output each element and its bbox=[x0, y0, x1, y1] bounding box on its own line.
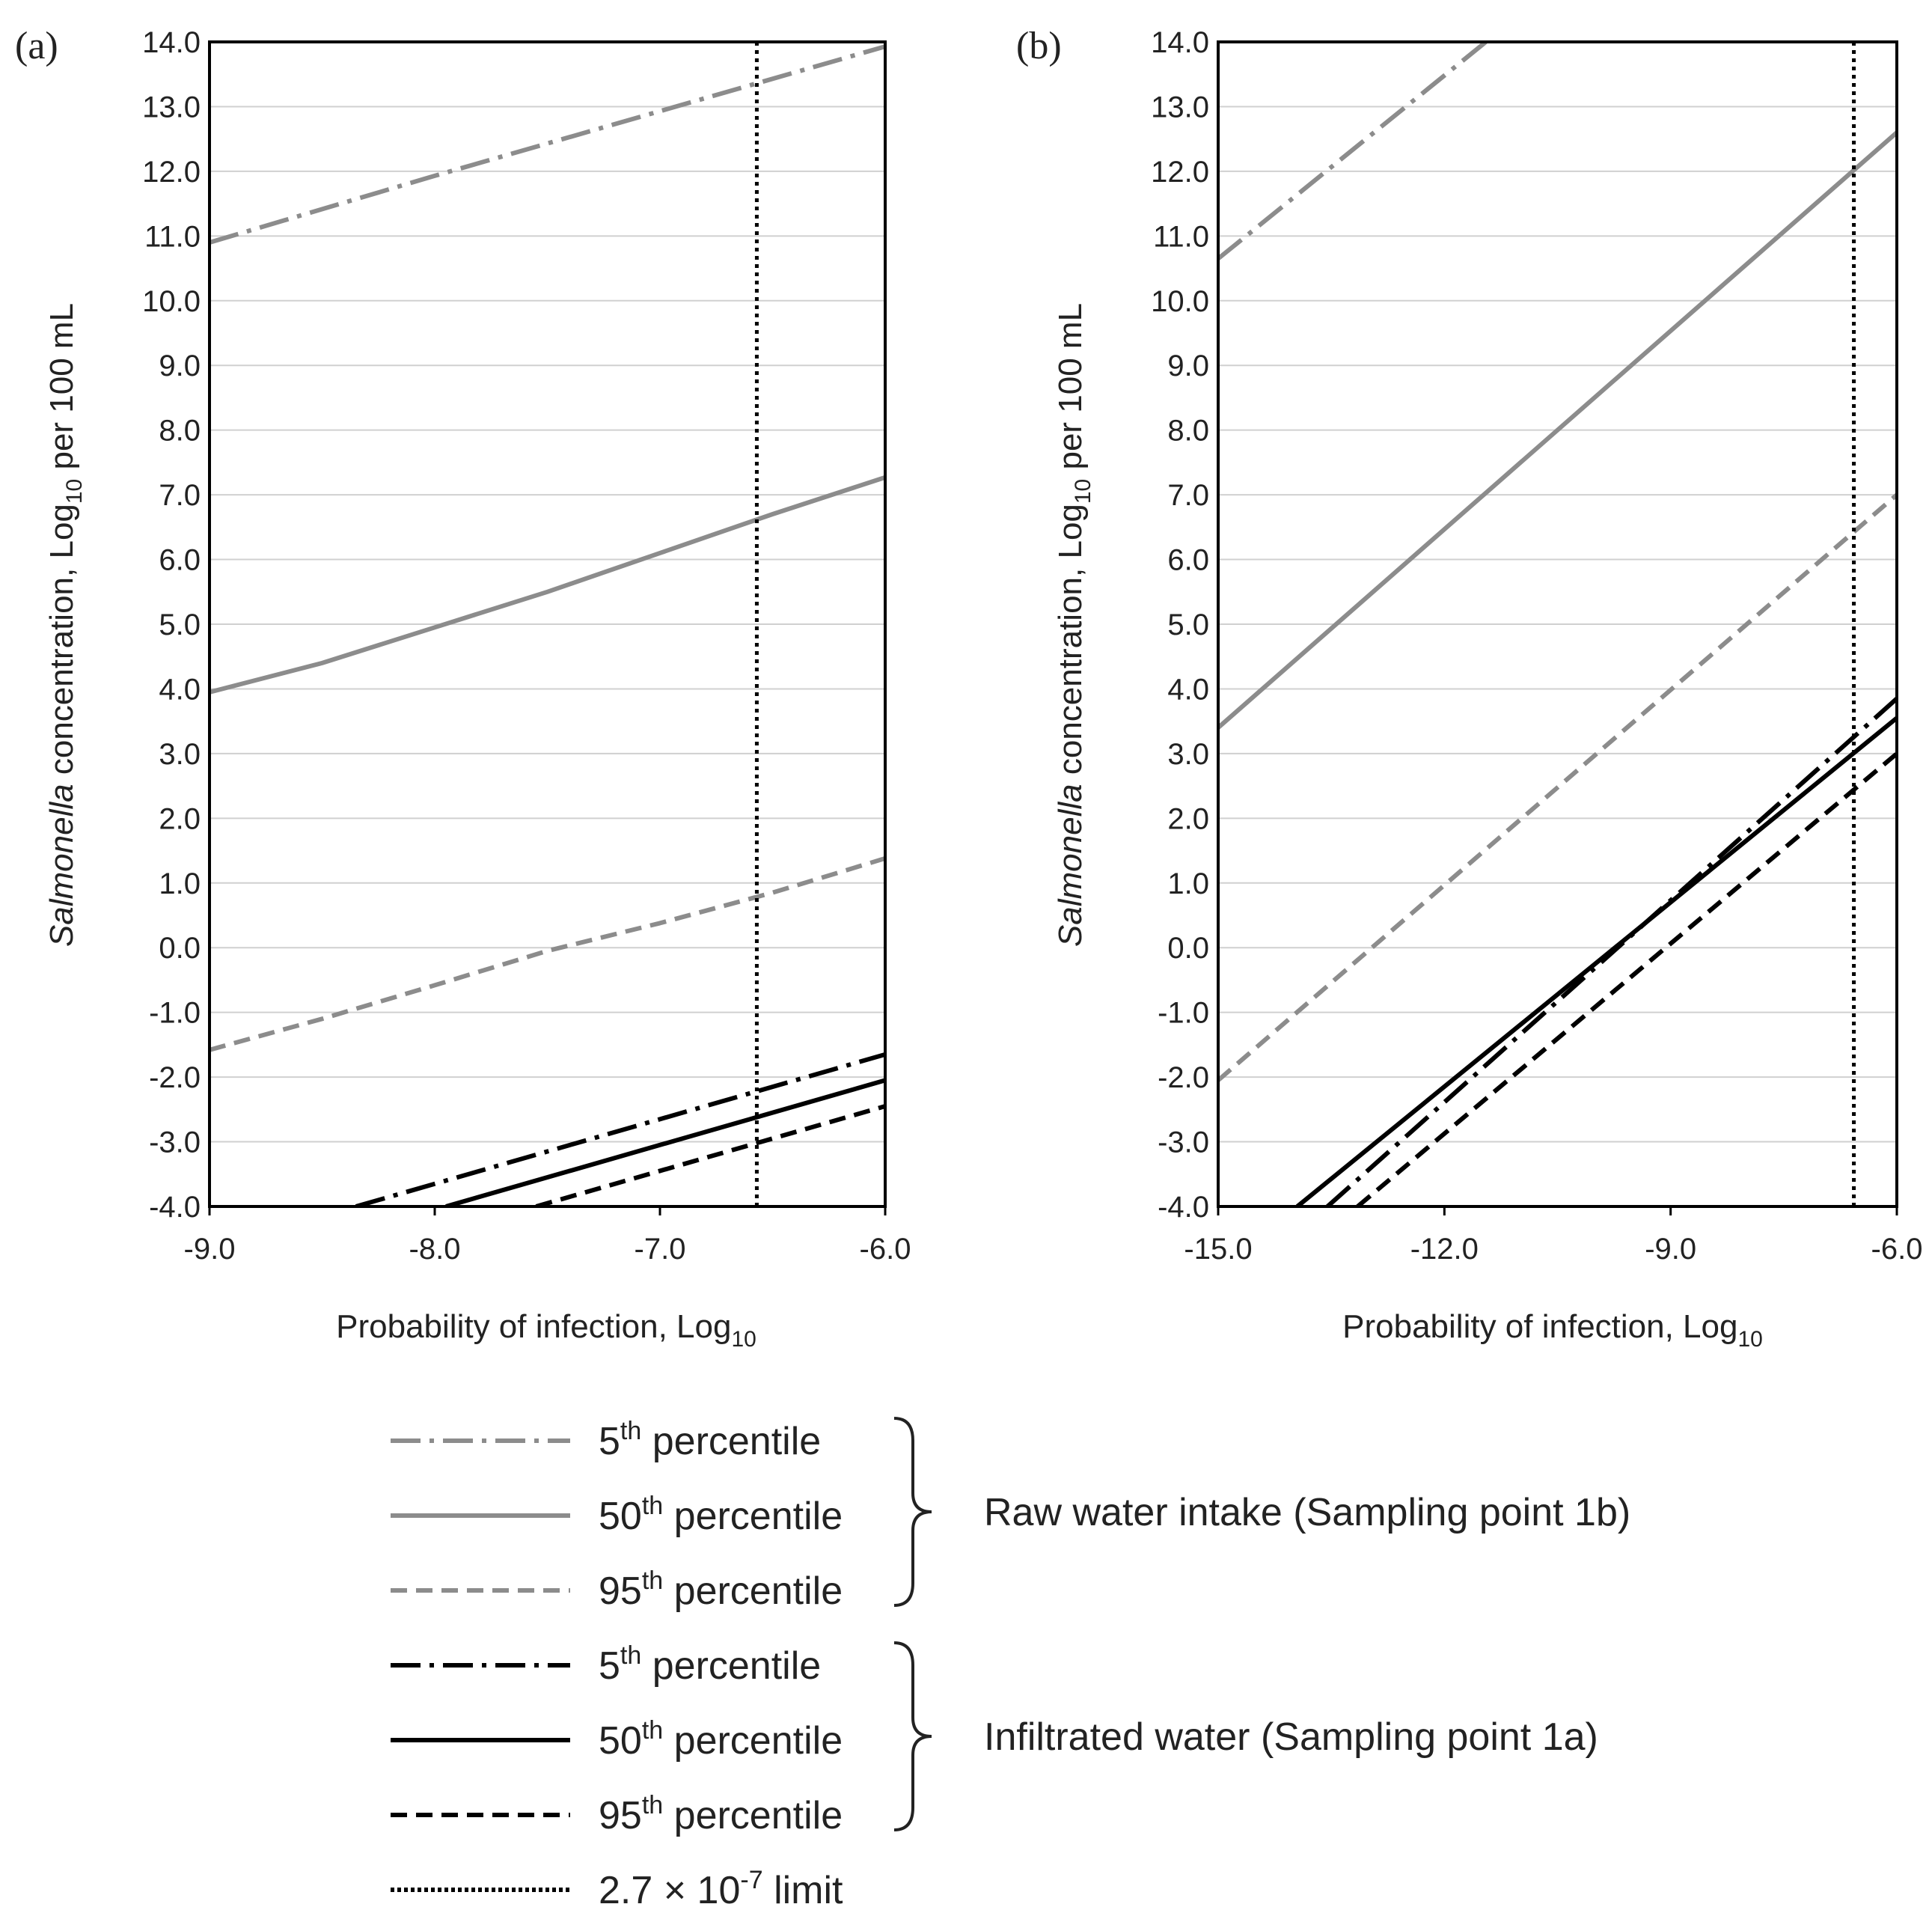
panel-a: (a) -4.0 -3.0 -2.0 -1.0 0.0 1.0 2.0 3.0 4.0 5.0 6.… bbox=[15, 25, 911, 1352]
legend-label-6: 2.7 × 10-7 limit bbox=[599, 1866, 843, 1910]
x-tick-label: -8.0 bbox=[409, 1233, 461, 1266]
series-line-1 bbox=[210, 475, 885, 695]
panel-b-y-axis-title: Salmonella concentration, Log10 per 100 … bbox=[1052, 303, 1095, 947]
y-tick-label: -3.0 bbox=[149, 1126, 201, 1159]
y-tick-label: 9.0 bbox=[1167, 350, 1209, 382]
y-tick-label: 4.0 bbox=[159, 673, 201, 706]
y-tick-label: -1.0 bbox=[149, 997, 201, 1030]
panel-b-x-axis-title: Probability of infection, Log10 bbox=[1342, 1308, 1763, 1352]
y-tick-label: -4.0 bbox=[149, 1191, 201, 1224]
y-tick-label: 14.0 bbox=[142, 26, 201, 59]
x-tick-label: -9.0 bbox=[184, 1233, 236, 1266]
legend-label-4: 50th percentile bbox=[599, 1716, 843, 1763]
legend-label-2: 95th percentile bbox=[599, 1566, 843, 1613]
y-tick-label: 10.0 bbox=[1151, 285, 1209, 318]
panel-a-y-tick-labels: -4.0 -3.0 -2.0 -1.0 0.0 1.0 2.0 3.0 4.0 5.0 6.0 7.0… bbox=[142, 26, 201, 1224]
y-tick-label: 13.0 bbox=[142, 91, 201, 123]
legend-label-5: 95th percentile bbox=[599, 1791, 843, 1837]
series-line-2 bbox=[210, 856, 885, 1052]
y-tick-label: 1.0 bbox=[159, 867, 201, 900]
x-tick-label: -9.0 bbox=[1645, 1233, 1696, 1266]
series-line-3 bbox=[355, 1052, 885, 1206]
y-tick-label: 9.0 bbox=[159, 350, 201, 382]
y-tick-label: 3.0 bbox=[1167, 738, 1209, 771]
legend-group-label-raw-water: Raw water intake (Sampling point 1b) bbox=[984, 1491, 1630, 1534]
y-tick-label: 2.0 bbox=[1167, 802, 1209, 835]
y-tick-label: -3.0 bbox=[1158, 1126, 1209, 1159]
y-tick-label: 8.0 bbox=[1167, 415, 1209, 448]
y-tick-label: -2.0 bbox=[149, 1061, 201, 1094]
panel-b-plot-frame bbox=[1217, 40, 1898, 1208]
y-tick-label: 4.0 bbox=[1167, 673, 1209, 706]
y-tick-label: 11.0 bbox=[1153, 220, 1209, 253]
panel-a-x-axis-title: Probability of infection, Log10 bbox=[336, 1308, 756, 1352]
y-tick-label: -1.0 bbox=[1158, 997, 1209, 1030]
y-tick-label: 6.0 bbox=[1167, 544, 1209, 577]
panel-a-plot-frame bbox=[208, 40, 887, 1208]
y-tick-label: 2.0 bbox=[159, 802, 201, 835]
y-tick-label: 0.0 bbox=[1167, 932, 1209, 965]
panel-a-label: (a) bbox=[15, 25, 58, 67]
y-tick-label: 5.0 bbox=[1167, 608, 1209, 641]
y-tick-label: 7.0 bbox=[159, 479, 201, 512]
y-tick-label: 7.0 bbox=[1167, 479, 1209, 512]
panel-a-x-tick-labels: -9.0 -8.0 -7.0 -6.0 bbox=[184, 1206, 911, 1266]
y-tick-label: -2.0 bbox=[1158, 1061, 1209, 1094]
series-line-4 bbox=[1295, 716, 1897, 1206]
y-tick-label: 14.0 bbox=[1151, 26, 1209, 59]
y-tick-label: 12.0 bbox=[1151, 156, 1209, 189]
panel-a-y-axis-title: Salmonella concentration, Log10 per 100 … bbox=[43, 303, 87, 947]
y-tick-label: 3.0 bbox=[159, 738, 201, 771]
y-tick-label: 5.0 bbox=[159, 608, 201, 641]
y-tick-label: 12.0 bbox=[142, 156, 201, 189]
x-tick-label: -15.0 bbox=[1184, 1233, 1252, 1266]
panel-b: (b) -4.0 -3.0 -2.0 -1.0 0.0 1.0 2.0 3.0 4.0 5.0 6.… bbox=[1016, 25, 1922, 1352]
panel-b-x-tick-labels: -15.0 -12.0 -9.0 -6.0 bbox=[1184, 1206, 1922, 1266]
x-tick-label: -12.0 bbox=[1410, 1233, 1479, 1266]
panel-b-series bbox=[1218, 42, 1897, 1206]
legend-label-1: 50th percentile bbox=[599, 1492, 843, 1538]
x-tick-label: -6.0 bbox=[860, 1233, 911, 1266]
y-tick-label: 8.0 bbox=[159, 415, 201, 448]
y-tick-label: 0.0 bbox=[159, 932, 201, 965]
legend-label-3: 5th percentile bbox=[599, 1641, 821, 1688]
legend-items: 5th percentile 50th percentile 95th percen… bbox=[391, 1417, 843, 1910]
y-tick-label: 6.0 bbox=[159, 544, 201, 577]
panel-a-gridlines bbox=[210, 41, 885, 1207]
y-tick-label: 10.0 bbox=[142, 285, 201, 318]
x-tick-label: -6.0 bbox=[1871, 1233, 1923, 1266]
series-line-5 bbox=[535, 1104, 885, 1206]
legend-group-label-infiltrated-water: Infiltrated water (Sampling point 1a) bbox=[984, 1715, 1598, 1759]
legend: 5th percentile 50th percentile 95th percen… bbox=[391, 1417, 1630, 1910]
y-tick-label: 1.0 bbox=[1167, 867, 1209, 900]
legend-brace-raw-water bbox=[893, 1417, 932, 1607]
legend-label-0: 5th percentile bbox=[599, 1417, 821, 1463]
y-tick-label: 11.0 bbox=[144, 220, 201, 253]
series-line-0 bbox=[1218, 42, 1488, 260]
legend-brace-infiltrated-water bbox=[893, 1641, 932, 1831]
x-tick-label: -7.0 bbox=[635, 1233, 686, 1266]
panel-a-series bbox=[210, 44, 885, 1206]
series-line-5 bbox=[1356, 751, 1897, 1206]
y-tick-label: 13.0 bbox=[1151, 91, 1209, 123]
series-line-0 bbox=[210, 44, 885, 245]
panel-b-y-tick-labels: -4.0 -3.0 -2.0 -1.0 0.0 1.0 2.0 3.0 4.0 5.0 6.0 7.0… bbox=[1151, 26, 1209, 1224]
series-line-4 bbox=[445, 1078, 885, 1206]
series-line-2 bbox=[1218, 492, 1897, 1082]
y-tick-label: -4.0 bbox=[1158, 1191, 1209, 1224]
panel-b-label: (b) bbox=[1016, 25, 1062, 67]
panel-b-gridlines bbox=[1218, 41, 1897, 1207]
series-line-1 bbox=[1218, 130, 1897, 730]
